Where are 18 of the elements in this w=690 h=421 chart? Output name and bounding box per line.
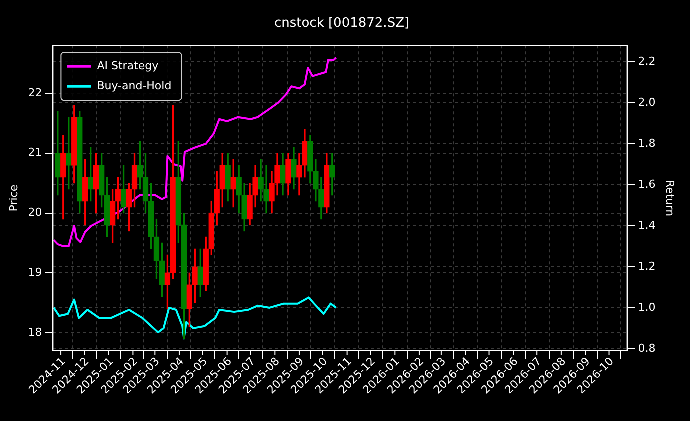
y-tick-label: 20 [28, 206, 42, 220]
y2-tick-label: 1.0 [638, 300, 656, 314]
y2-tick-label: 0.8 [638, 342, 656, 355]
y-tick-label: 21 [28, 146, 42, 160]
y2-tick-label: 1.4 [638, 218, 656, 232]
y-tick-label: 22 [28, 86, 42, 100]
y2-tick-label: 1.6 [638, 178, 656, 191]
y-tick-label: 18 [28, 326, 42, 339]
legend-label: Buy-and-Hold [97, 79, 172, 92]
y2-tick-label: 1.2 [638, 260, 656, 273]
y-tick-label: 19 [28, 266, 42, 280]
y2-axis-title: Return [664, 180, 677, 217]
chart-title: cnstock [001872.SZ] [274, 16, 410, 32]
legend-label: AI Strategy [97, 59, 160, 72]
y2-tick-label: 1.8 [638, 136, 656, 150]
y2-tick-label: 2.0 [638, 96, 656, 109]
y-axis-title: Price [7, 184, 20, 212]
y2-tick-label: 2.2 [638, 54, 656, 68]
